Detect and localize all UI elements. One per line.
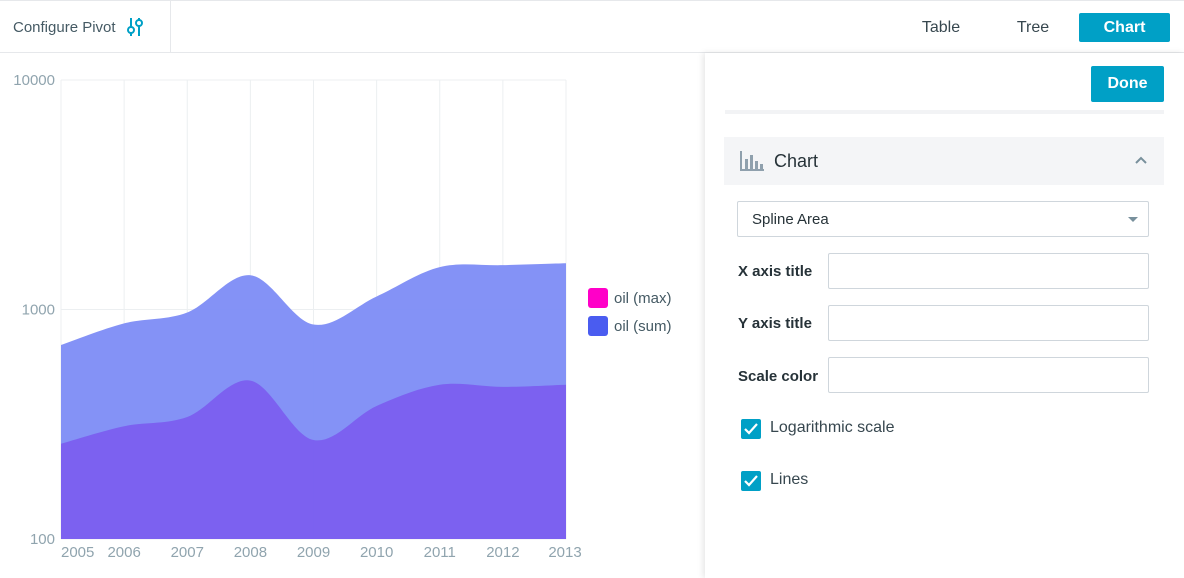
configure-pivot-label: Configure Pivot: [13, 18, 116, 36]
done-button[interactable]: Done: [1091, 66, 1164, 102]
series-area-oil-max: [61, 380, 566, 539]
lines-checkbox[interactable]: [741, 471, 761, 491]
logarithmic-scale-checkbox[interactable]: [741, 419, 761, 439]
chart-settings-panel: Done Chart Spline Area X axis title Y ax…: [705, 53, 1184, 578]
x-tick-label: 2007: [171, 544, 204, 561]
spline-area-chart: 100 1000 10000 2005 2006 2007 2008 2009 2010 2011…: [13, 72, 672, 561]
x-tick-label: 2012: [486, 544, 519, 561]
tab-table[interactable]: Table: [921, 18, 961, 36]
chart-section-header[interactable]: Chart: [724, 137, 1164, 185]
legend-swatch: [588, 288, 608, 308]
logarithmic-scale-label[interactable]: Logarithmic scale: [770, 419, 895, 436]
caret-down-icon: [1128, 217, 1138, 222]
bar-chart-icon: [740, 151, 764, 171]
tab-tree[interactable]: Tree: [1016, 18, 1050, 36]
top-toolbar: Configure Pivot Table Tree Chart: [0, 0, 1184, 53]
x-tick-label: 2005: [61, 544, 94, 561]
y-axis-title-label: Y axis title: [738, 315, 812, 332]
x-tick-label: 2010: [360, 544, 393, 561]
y-tick-label: 100: [30, 531, 55, 548]
legend-label: oil (sum): [614, 318, 672, 335]
x-axis-title-label: X axis title: [738, 263, 813, 280]
x-tick-label: 2013: [548, 544, 581, 561]
legend-swatch: [588, 316, 608, 336]
legend-label: oil (max): [614, 290, 672, 307]
section-title: Chart: [774, 150, 819, 171]
sliders-icon: [125, 16, 145, 38]
checkmark-icon: [744, 475, 758, 487]
y-tick-label: 1000: [22, 302, 55, 319]
scale-color-input[interactable]: [828, 357, 1149, 393]
scale-color-label: Scale color: [738, 368, 819, 385]
panel-divider: [725, 110, 1164, 114]
tab-chart[interactable]: Chart: [1079, 13, 1170, 42]
y-axis-title-input[interactable]: [828, 305, 1149, 341]
chevron-up-icon[interactable]: [1134, 153, 1148, 167]
lines-label[interactable]: Lines: [770, 471, 809, 488]
x-tick-label: 2009: [297, 544, 330, 561]
x-tick-label: 2011: [424, 544, 456, 561]
chart-type-value: Spline Area: [752, 210, 829, 228]
x-tick-label: 2006: [107, 544, 140, 561]
y-tick-label: 10000: [13, 72, 55, 89]
x-axis-title-input[interactable]: [828, 253, 1149, 289]
chart-type-select[interactable]: Spline Area: [737, 201, 1149, 237]
x-tick-label: 2008: [234, 544, 267, 561]
checkmark-icon: [744, 423, 758, 435]
configure-pivot-button[interactable]: Configure Pivot: [0, 1, 171, 53]
